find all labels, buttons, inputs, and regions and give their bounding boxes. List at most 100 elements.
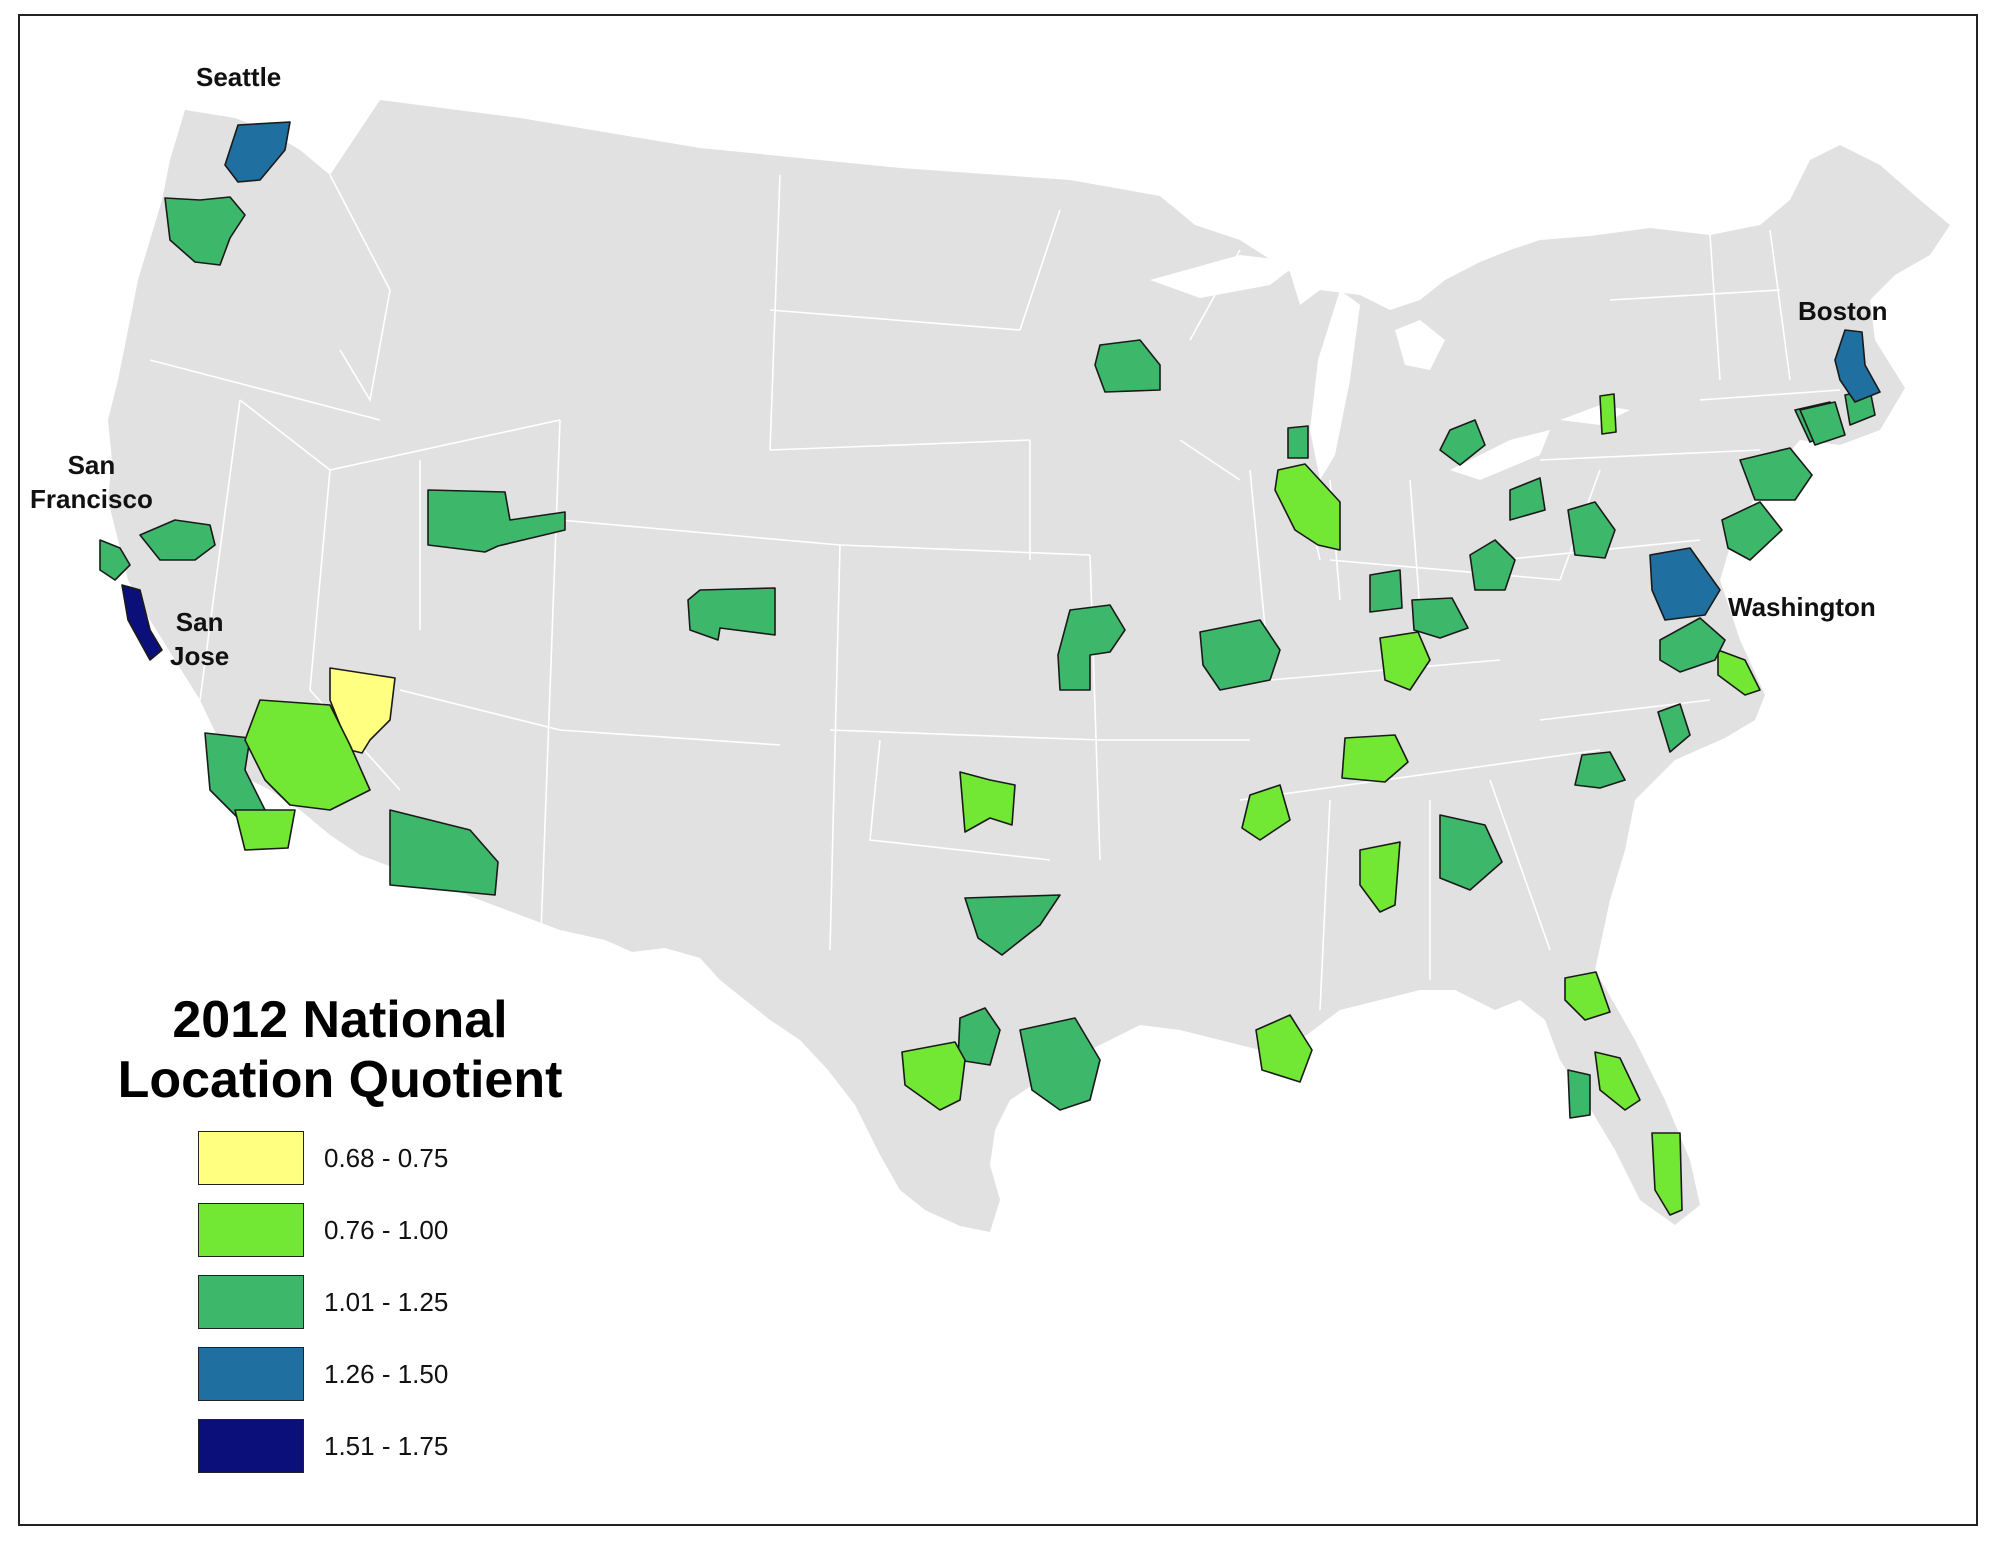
state-border-line (329, 174, 391, 403)
metro-region-charlotte (1574, 751, 1626, 789)
metro-region-virginia-beach (1717, 649, 1761, 696)
metro-region-seattle (224, 121, 291, 183)
metro-region-denver (687, 587, 776, 641)
metro-region-louisville (1379, 631, 1431, 691)
state-border-line (1089, 554, 1101, 861)
metro-region-dallas (964, 894, 1061, 956)
legend-item: 1.01 - 1.25 (198, 1275, 598, 1329)
state-border-line (199, 399, 241, 701)
lake-shape (1310, 290, 1360, 480)
metro-region-indianapolis (1369, 569, 1403, 613)
metro-region-columbus (1469, 539, 1516, 591)
state-border-line (1539, 449, 1761, 461)
metro-region-san-diego (234, 809, 296, 851)
state-border-line (1539, 699, 1711, 721)
metro-region-portland (164, 196, 246, 266)
metro-region-houston (1019, 1017, 1101, 1111)
metro-region-raleigh (1657, 703, 1691, 753)
state-border-line (1329, 559, 1561, 581)
landmass-shape (108, 100, 1950, 1232)
metro-region-san-antonio (901, 1041, 966, 1111)
legend-item: 1.51 - 1.75 (198, 1419, 598, 1473)
state-borders (149, 174, 1841, 1011)
metro-region-orlando (1594, 1051, 1641, 1111)
metro-region-minneapolis (1094, 339, 1161, 393)
metro-region-san-jose (121, 584, 163, 661)
label-san-jose: San Jose (170, 607, 230, 671)
metro-region-cleveland (1509, 477, 1546, 521)
lake-shape (1450, 430, 1550, 480)
metro-region-salt-lake-city (427, 489, 566, 553)
state-border-line (1489, 779, 1551, 951)
metro-region-cincinnati (1411, 597, 1469, 639)
lake-shape (1395, 320, 1445, 370)
state-border-line (1319, 799, 1331, 1011)
metro-region-birmingham (1359, 841, 1401, 913)
metro-region-hartford (1799, 401, 1846, 446)
state-border-line (559, 729, 781, 746)
legend-item: 1.26 - 1.50 (198, 1347, 598, 1401)
metro-region-milwaukee (1287, 425, 1309, 459)
label-seattle: Seattle (196, 62, 282, 92)
legend-swatch (198, 1419, 304, 1473)
legend-swatch (198, 1131, 304, 1185)
state-border-line (869, 739, 1051, 861)
metro-region-richmond (1659, 617, 1726, 673)
state-border-line (1709, 234, 1721, 381)
metro-region-san-francisco (99, 539, 131, 581)
label-san-francisco: San Francisco (30, 450, 153, 514)
legend-label: 1.01 - 1.25 (324, 1287, 449, 1317)
legend-item: 0.76 - 1.00 (198, 1203, 598, 1257)
state-border-line (149, 359, 381, 421)
metro-region-sacramento (139, 519, 216, 561)
state-border-line (1769, 229, 1791, 381)
legend-swatch (198, 1275, 304, 1329)
state-border-line (1179, 439, 1241, 481)
metro-region-buffalo (1599, 393, 1617, 435)
label-boston: Boston (1798, 296, 1888, 326)
metro-region-detroit (1439, 419, 1486, 466)
state-border-line (1699, 389, 1841, 401)
state-border-line (1609, 289, 1781, 301)
state-border-line (829, 544, 841, 951)
metro-region-jacksonville (1564, 971, 1611, 1021)
label-washington: Washington (1728, 592, 1876, 622)
metro-region-chicago (1274, 463, 1341, 551)
state-border-line (1409, 479, 1421, 611)
metro-region-kansas-city (1057, 604, 1126, 691)
legend-label: 1.51 - 1.75 (324, 1431, 449, 1461)
metro-region-oklahoma-city (959, 771, 1016, 833)
legend-label: 1.26 - 1.50 (324, 1359, 449, 1389)
state-border-line (559, 519, 841, 546)
metro-region-philadelphia (1739, 447, 1813, 501)
legend-label: 0.76 - 1.00 (324, 1215, 449, 1245)
state-border-line (769, 439, 1031, 451)
metro-region-pittsburgh (1567, 501, 1616, 559)
state-border-line (399, 689, 561, 731)
metro-region-baltimore (1721, 501, 1783, 561)
state-border-line (839, 544, 1091, 556)
state-border-line (1239, 749, 1601, 801)
legend-item: 0.68 - 0.75 (198, 1131, 598, 1185)
state-border-line (829, 729, 1101, 741)
metro-region-riverside (244, 699, 371, 811)
state-border-line (769, 174, 781, 451)
metro-region-new-orleans (1255, 1014, 1313, 1083)
state-border-line (1189, 249, 1241, 341)
state-border-line (769, 309, 1021, 331)
metro-region-boston (1834, 329, 1881, 403)
metro-region-nashville (1341, 734, 1409, 783)
metro-region-st-louis (1199, 619, 1281, 691)
metro-region-memphis (1241, 784, 1291, 841)
metro-region-phoenix (389, 809, 499, 896)
legend-title: 2012 National Location Quotient (117, 991, 563, 1109)
metro-region-miami (1651, 1132, 1683, 1216)
legend-swatch (198, 1347, 304, 1401)
state-border-line (539, 419, 561, 961)
legend-swatch (198, 1203, 304, 1257)
metro-region-tampa (1567, 1069, 1591, 1119)
state-border-line (309, 469, 401, 791)
metro-region-washington (1649, 547, 1721, 621)
metro-regions (99, 121, 1881, 1216)
